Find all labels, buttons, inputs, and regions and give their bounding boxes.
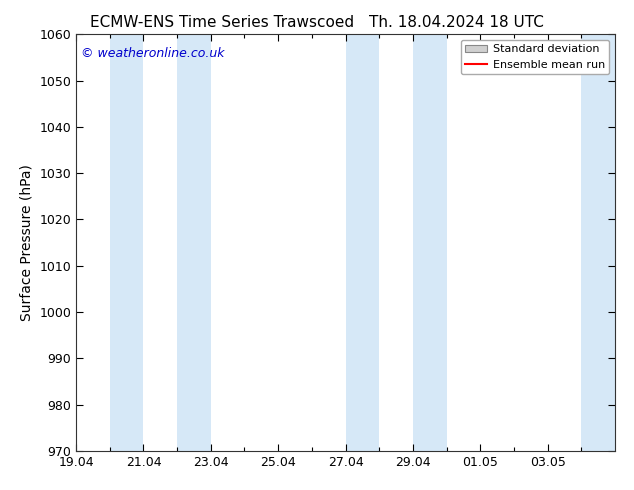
Text: © weatheronline.co.uk: © weatheronline.co.uk bbox=[81, 47, 225, 60]
Text: Th. 18.04.2024 18 UTC: Th. 18.04.2024 18 UTC bbox=[369, 15, 544, 30]
Bar bbox=[413, 34, 446, 451]
Bar bbox=[177, 34, 210, 451]
Bar bbox=[110, 34, 143, 451]
Text: ECMW-ENS Time Series Trawscoed: ECMW-ENS Time Series Trawscoed bbox=[90, 15, 354, 30]
Bar bbox=[581, 34, 615, 451]
Legend: Standard deviation, Ensemble mean run: Standard deviation, Ensemble mean run bbox=[460, 40, 609, 74]
Bar bbox=[346, 34, 379, 451]
Y-axis label: Surface Pressure (hPa): Surface Pressure (hPa) bbox=[20, 164, 34, 321]
